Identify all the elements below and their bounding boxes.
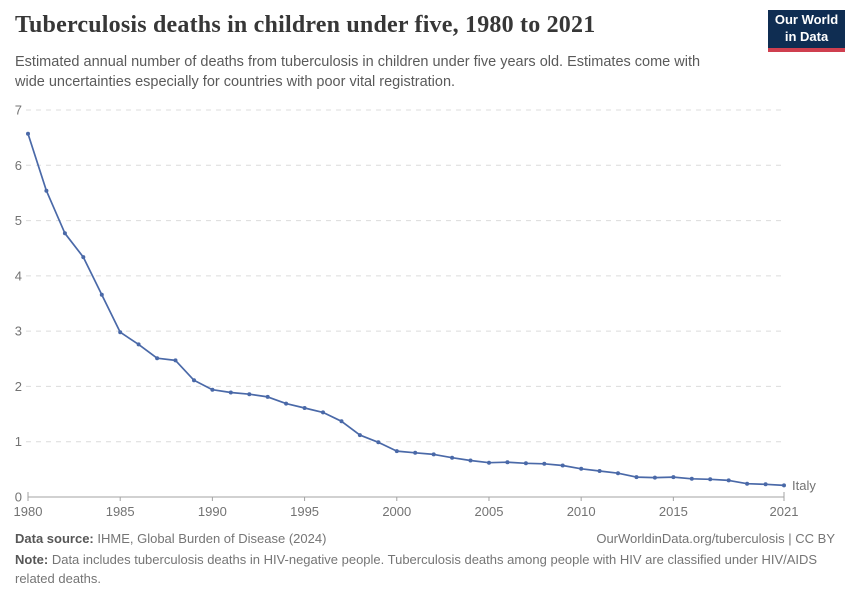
owid-logo-line1: Our World <box>774 12 839 28</box>
y-tick-label: 6 <box>15 158 22 173</box>
y-tick-label: 0 <box>15 490 22 505</box>
data-point <box>468 458 473 463</box>
y-tick-label: 1 <box>15 434 22 449</box>
chart-footer: Data source: IHME, Global Burden of Dise… <box>15 531 835 589</box>
data-point <box>136 342 141 347</box>
footer-note-value: Data includes tuberculosis deaths in HIV… <box>15 552 818 586</box>
y-tick-label: 3 <box>15 324 22 339</box>
chart-title: Tuberculosis deaths in children under fi… <box>15 12 596 38</box>
footer-note: Note: Data includes tuberculosis deaths … <box>15 551 835 589</box>
x-tick-label: 2021 <box>770 504 799 519</box>
x-tick-label: 1990 <box>198 504 227 519</box>
data-point <box>302 406 307 410</box>
data-point <box>26 131 30 136</box>
y-tick-label: 5 <box>15 213 22 228</box>
data-point <box>505 460 510 465</box>
y-tick-label: 2 <box>15 379 22 394</box>
data-point <box>155 356 160 361</box>
data-point <box>173 358 178 363</box>
data-point <box>81 255 86 260</box>
x-tick-label: 1995 <box>290 504 319 519</box>
data-point <box>652 475 657 480</box>
x-tick-label: 2010 <box>567 504 596 519</box>
owid-attribution-link[interactable]: OurWorldinData.org/tuberculosis | CC BY <box>596 531 835 546</box>
x-tick-label: 2015 <box>659 504 688 519</box>
owid-logo-line2: in Data <box>784 29 829 44</box>
owid-logo: Our World in Data <box>768 10 845 52</box>
y-tick-label: 4 <box>15 268 22 283</box>
x-tick-label: 2000 <box>382 504 411 519</box>
data-point <box>726 478 731 483</box>
data-point <box>247 392 252 397</box>
data-point <box>763 482 768 487</box>
data-point <box>634 475 639 480</box>
data-point <box>597 469 602 473</box>
data-point <box>394 449 399 454</box>
data-point <box>118 330 123 335</box>
series-label-italy: Italy <box>792 478 816 493</box>
data-point <box>357 433 362 438</box>
data-point <box>228 390 233 395</box>
data-point <box>44 188 49 193</box>
data-source-value: IHME, Global Burden of Disease (2024) <box>93 531 327 546</box>
data-point <box>321 410 325 415</box>
data-point <box>376 440 381 445</box>
chart-subtitle: Estimated annual number of deaths from t… <box>15 54 701 90</box>
data-point <box>210 387 215 392</box>
x-tick-label: 1980 <box>14 504 43 519</box>
data-line-italy <box>27 132 785 487</box>
data-point <box>431 452 436 457</box>
data-point <box>708 477 713 482</box>
data-point <box>782 483 786 488</box>
data-point <box>339 419 344 424</box>
data-source-label: Data source: <box>15 531 94 546</box>
line-chart-canvas: 0 1 2 3 4 5 6 7 1980 1985 1990 1995 2000 2005 2010 2015… <box>14 103 817 520</box>
data-point <box>560 463 565 468</box>
footer-note-label: Note: <box>15 552 49 567</box>
y-tick-label: 7 <box>15 103 22 118</box>
data-point <box>616 471 620 476</box>
data-point <box>62 231 67 236</box>
x-tick-label: 1985 <box>106 504 135 519</box>
x-tick-label: 2005 <box>475 504 504 519</box>
data-point <box>542 461 547 466</box>
data-point <box>450 455 455 460</box>
data-point <box>284 401 289 406</box>
data-point <box>671 475 676 480</box>
data-source-text: Data source: IHME, Global Burden of Dise… <box>15 531 326 546</box>
data-point <box>192 378 196 383</box>
data-point <box>487 460 491 465</box>
data-point <box>579 466 584 471</box>
data-point <box>745 481 750 486</box>
data-point <box>523 461 528 466</box>
data-point <box>413 450 418 455</box>
data-point <box>689 476 694 481</box>
data-point <box>265 394 270 399</box>
data-point <box>99 292 104 297</box>
